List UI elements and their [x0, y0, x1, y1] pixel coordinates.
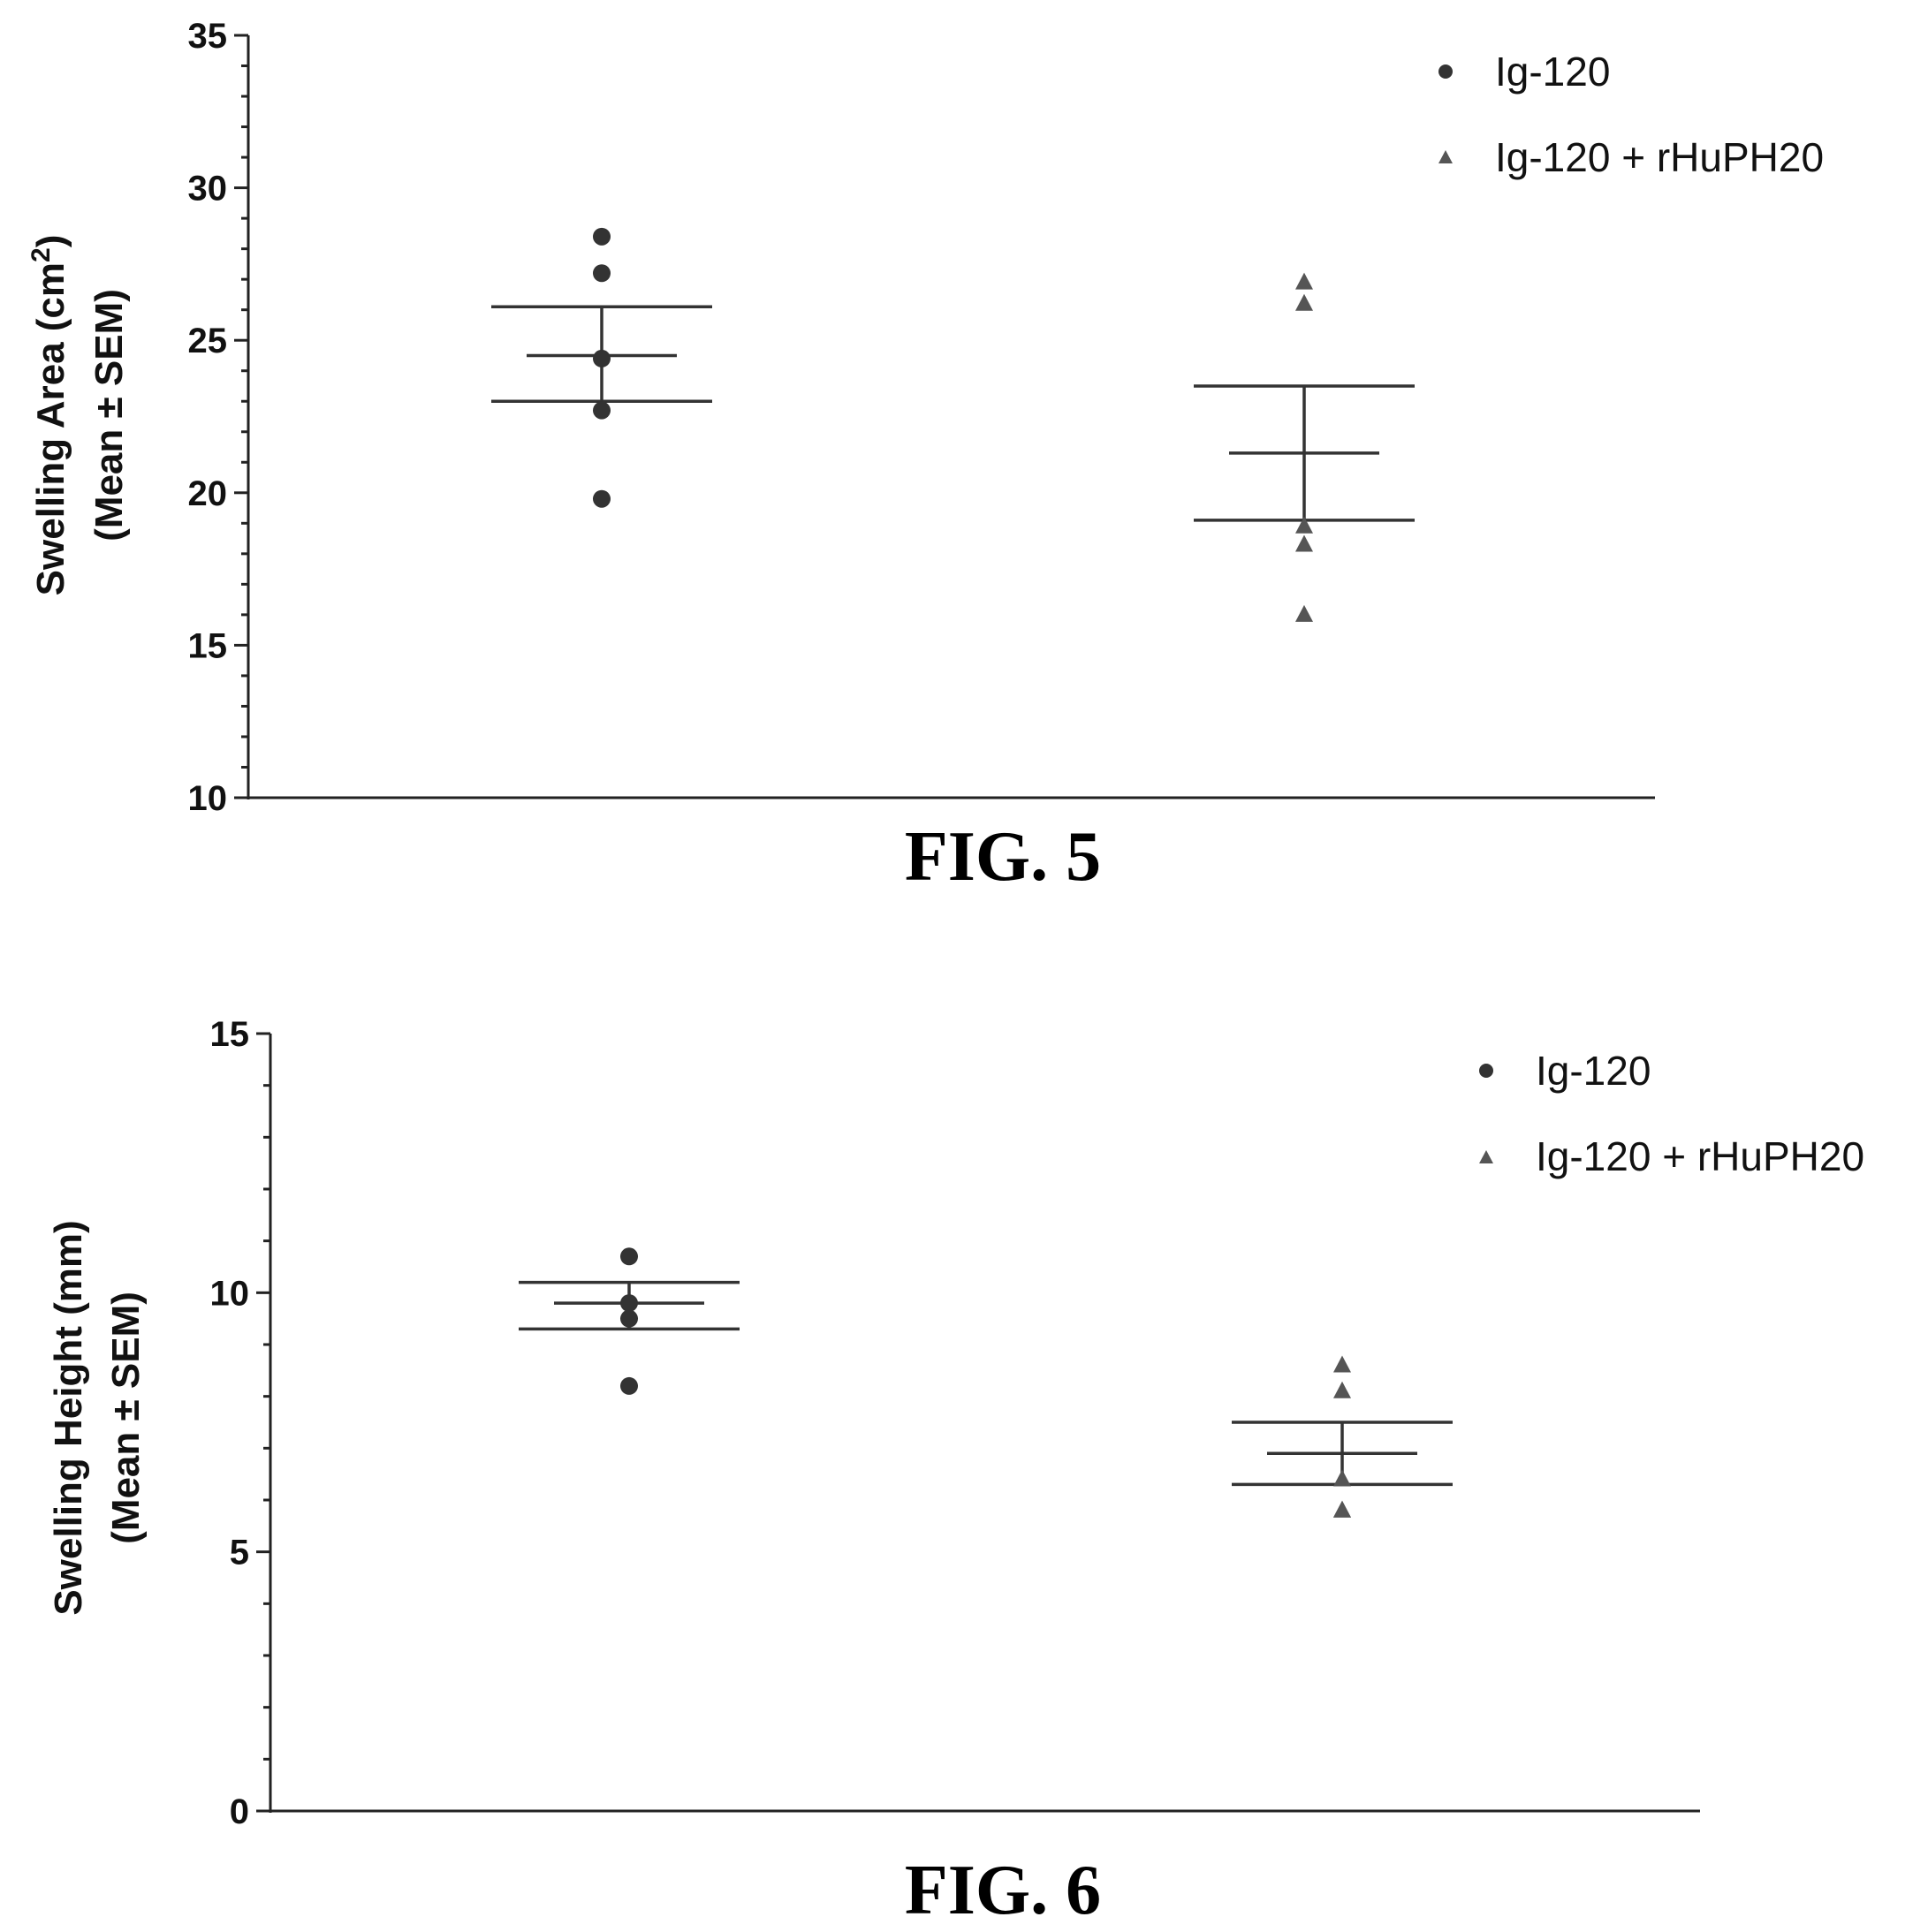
data-point-circle [593, 489, 611, 508]
plot-marks [491, 227, 1415, 622]
y-tick-label: 30 [188, 170, 228, 208]
legend: Ig-120 Ig-120 + rHuPH20 [1479, 1048, 1864, 1179]
legend-label-ig120: Ig-120 [1495, 49, 1610, 95]
y-axis-title-superscript: 2 [27, 247, 56, 262]
data-point-circle [593, 264, 611, 283]
y-tick-label: 5 [230, 1534, 249, 1572]
y-axis-title-line1: Swelling Height (mm) [47, 1220, 90, 1615]
y-tick-label: 10 [210, 1274, 250, 1313]
data-point-circle [593, 227, 611, 246]
y-axis-title-line2: (Mean ± SEM) [87, 289, 131, 542]
data-point-triangle [1333, 1469, 1351, 1487]
legend: Ig-120 Ig-120 + rHuPH20 [1438, 49, 1824, 180]
legend-label-ig120-rhuph20: Ig-120 + rHuPH20 [1536, 1133, 1864, 1179]
y-tick-label: 10 [188, 779, 228, 818]
legend-triangle-marker [1479, 1150, 1493, 1163]
data-point-triangle [1333, 1500, 1351, 1518]
data-point-circle [620, 1309, 638, 1328]
y-tick-label: 15 [188, 626, 228, 665]
figure-caption: FIG. 6 [905, 1852, 1101, 1929]
y-axis-title-line1: Swelling Area (cm2) [27, 235, 72, 596]
legend-label-ig120: Ig-120 [1536, 1048, 1651, 1094]
y-tick-label: 20 [188, 474, 228, 513]
y-axis-title-line2: (Mean ± SEM) [104, 1292, 148, 1544]
y-tick-label: 25 [188, 322, 228, 360]
data-point-triangle [1295, 604, 1313, 622]
y-axis: 0 5 10 15 [210, 1015, 272, 1831]
data-point-circle [593, 349, 611, 367]
data-point-triangle [1333, 1381, 1351, 1398]
plot-marks [519, 1247, 1453, 1518]
y-tick-label: 0 [230, 1792, 249, 1831]
data-point-circle [620, 1294, 638, 1313]
data-point-triangle [1295, 272, 1313, 290]
data-point-circle [593, 401, 611, 420]
data-point-triangle [1333, 1355, 1351, 1373]
legend-circle-marker [1479, 1064, 1493, 1078]
legend-circle-marker [1438, 64, 1453, 79]
legend-triangle-marker [1438, 150, 1453, 163]
data-point-triangle [1295, 516, 1313, 534]
y-tick-label: 15 [210, 1015, 250, 1054]
y-tick-label: 35 [188, 17, 228, 56]
legend-label-ig120-rhuph20: Ig-120 + rHuPH20 [1495, 134, 1824, 180]
figure-caption: FIG. 5 [905, 818, 1101, 896]
data-point-triangle [1295, 534, 1313, 552]
data-point-circle [620, 1376, 638, 1395]
chart-fig6: 0 5 10 15 Swelling Height (mm) (Mean ± SEM)… [47, 1015, 1864, 1929]
chart-fig5: 10 15 20 25 30 35 Swelling Area (cm2) (Mean ±… [27, 17, 1824, 896]
y-axis: 10 15 20 25 30 35 [188, 17, 250, 818]
data-point-circle [620, 1247, 638, 1266]
data-point-triangle [1295, 293, 1313, 311]
